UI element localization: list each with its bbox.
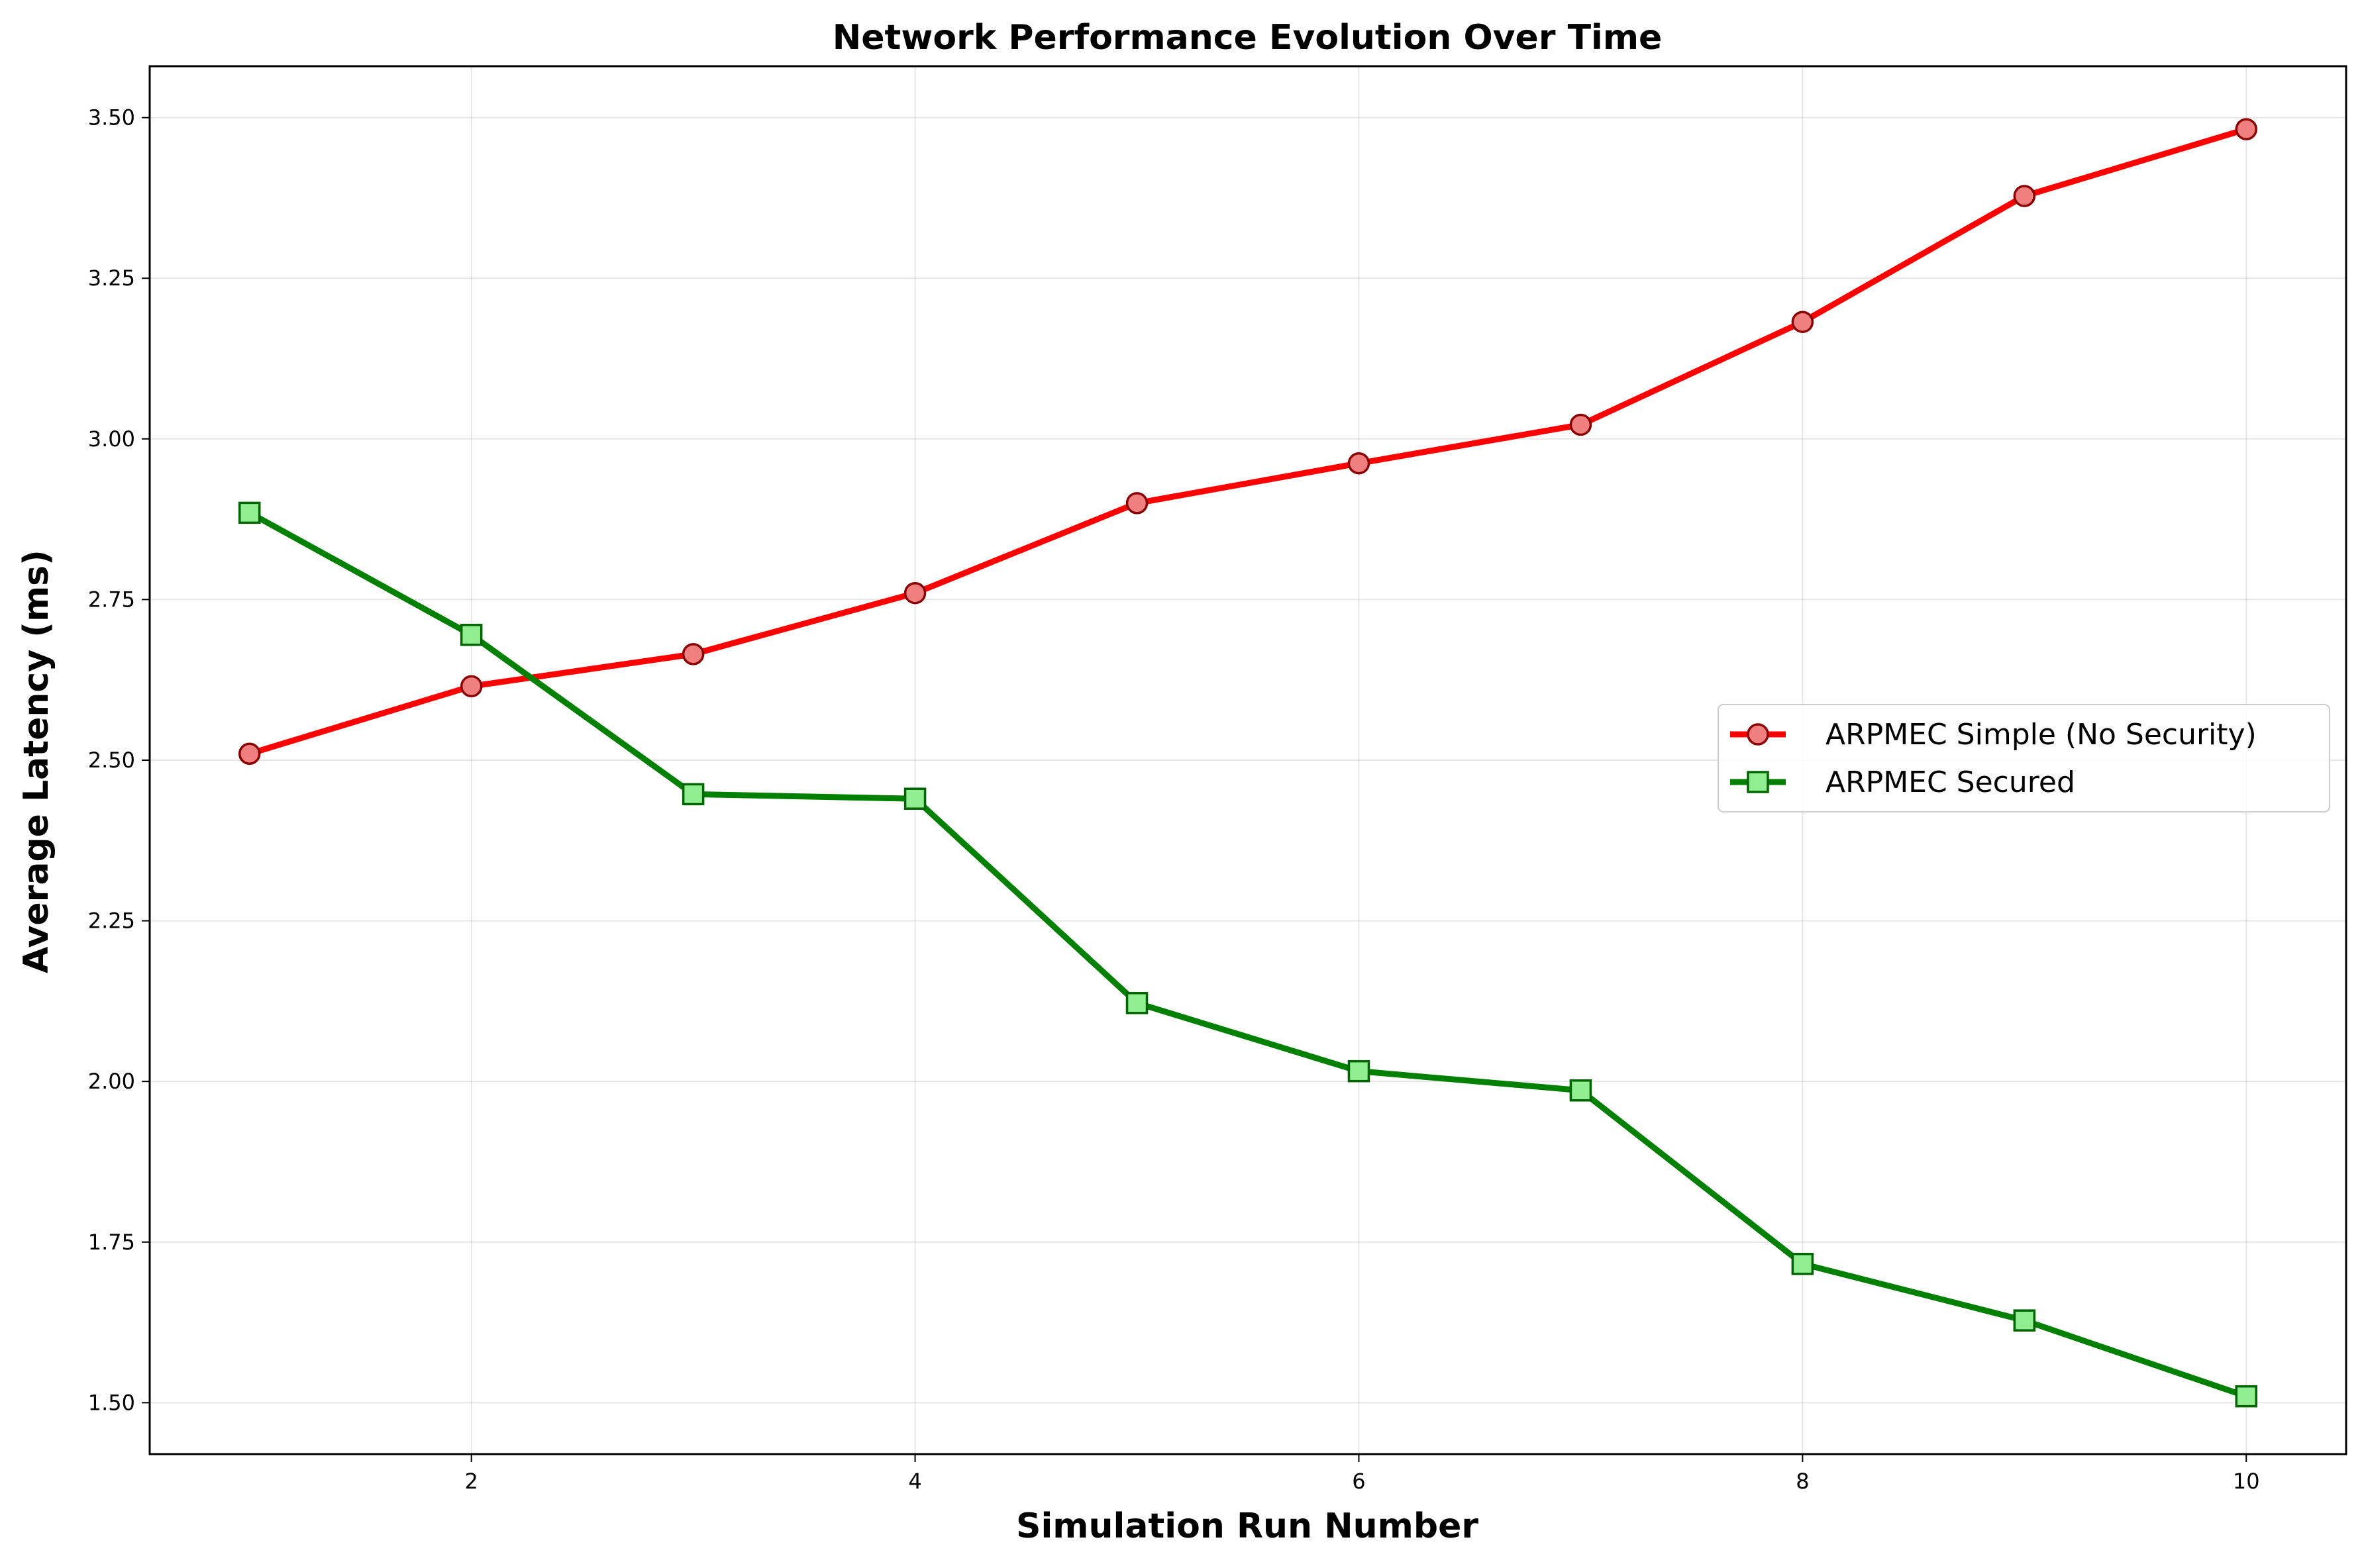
data-point [238, 742, 261, 765]
y-tick-label: 1.75 [88, 1230, 135, 1255]
legend: ARPMEC Simple (No Security) ARPMEC Secure… [1718, 704, 2330, 812]
y-tick-label: 2.50 [88, 748, 135, 773]
series-layer [238, 118, 2258, 1408]
x-tick-label: 8 [1796, 1469, 1809, 1494]
data-point [1125, 492, 1149, 514]
x-tick-label: 6 [1352, 1469, 1365, 1494]
data-point [1791, 1253, 1814, 1275]
y-tick-label: 2.75 [88, 587, 135, 612]
data-point [1125, 992, 1149, 1014]
x-axis: 2 4 6 8 10 [464, 1454, 2260, 1494]
data-point [903, 787, 927, 810]
legend-marker [1747, 723, 1769, 746]
legend-marker [1747, 771, 1769, 793]
chart-title: Network Performance Evolution Over Time [833, 18, 1663, 58]
series-1 [238, 118, 2258, 765]
data-point [1347, 1059, 1370, 1083]
x-tick-label: 10 [2233, 1469, 2260, 1494]
data-point [682, 783, 705, 806]
data-point [2013, 185, 2036, 207]
series-line [246, 509, 2249, 1400]
series-line [246, 126, 2249, 757]
series-2 [238, 501, 2258, 1408]
data-point [2013, 1309, 2036, 1332]
legend-item-1: ARPMEC Simple (No Security) [1730, 718, 2257, 752]
data-point [1569, 413, 1592, 436]
data-point [1569, 1079, 1592, 1102]
y-tick-label: 3.50 [88, 105, 135, 130]
x-tick-label: 2 [464, 1469, 478, 1494]
y-tick-label: 3.25 [88, 266, 135, 291]
x-axis-label: Simulation Run Number [1016, 1506, 1478, 1546]
data-point [903, 581, 927, 605]
y-axis-label: Average Latency (ms) [17, 550, 56, 973]
x-tick-label: 4 [908, 1469, 921, 1494]
data-point [682, 643, 705, 665]
legend-label: ARPMEC Secured [1825, 765, 2075, 799]
legend-box [1718, 704, 2330, 812]
data-point [1791, 311, 1814, 333]
data-point [2235, 1385, 2258, 1408]
y-tick-label: 3.00 [88, 426, 135, 452]
y-tick-label: 2.00 [88, 1069, 135, 1094]
data-point [460, 624, 483, 646]
data-point [1347, 452, 1370, 475]
data-point [238, 501, 261, 524]
y-axis: 1.50 1.75 2.00 2.25 2.50 2.75 3.00 3.25 3.50 [88, 105, 150, 1415]
data-point [460, 675, 483, 698]
y-tick-label: 2.25 [88, 908, 135, 934]
legend-label: ARPMEC Simple (No Security) [1825, 718, 2257, 752]
y-tick-label: 1.50 [88, 1390, 135, 1415]
data-point [2235, 118, 2258, 140]
legend-item-2: ARPMEC Secured [1730, 765, 2075, 799]
